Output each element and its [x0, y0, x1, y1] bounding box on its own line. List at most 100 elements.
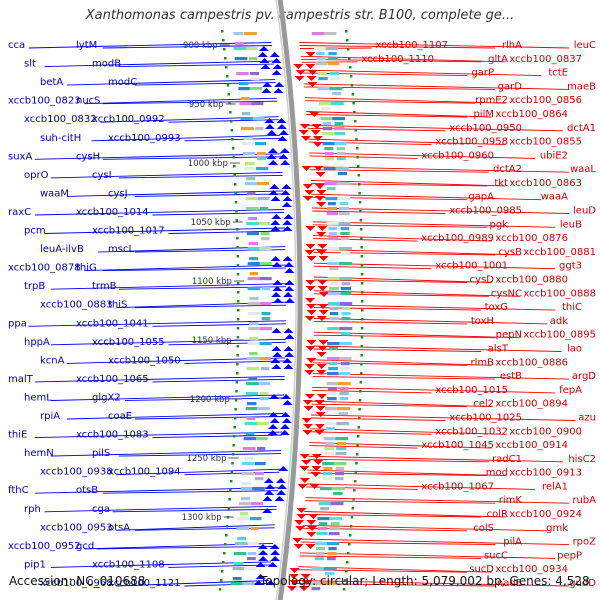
reverse-gene-arrow — [262, 508, 273, 513]
forward-gene-arrow — [307, 526, 318, 531]
forward-gene-arrow — [306, 532, 317, 537]
gene-label: xccb100_0880 — [495, 275, 568, 286]
feature-track-block — [313, 47, 327, 51]
guide-dot — [225, 75, 229, 78]
forward-gene-arrow — [314, 400, 325, 405]
label-leader-line — [312, 207, 570, 214]
guide-dot — [223, 552, 226, 555]
guide-dot — [236, 354, 239, 357]
gene-label: lao — [567, 344, 582, 355]
forward-gene-arrow — [315, 172, 326, 177]
gene-label: xccb100_1108 — [92, 559, 165, 570]
feature-track-block — [249, 352, 258, 356]
feature-track-block — [322, 132, 334, 136]
guide-dot — [360, 336, 364, 339]
gene-label: xccb100_1065 — [76, 374, 149, 385]
label-leader-line — [312, 389, 432, 394]
guide-dot — [360, 327, 364, 330]
reverse-gene-arrow — [270, 550, 281, 555]
gene-label: pilA — [503, 537, 522, 548]
accession-text: Accession: NC_010688 — [9, 574, 146, 588]
feature-track-block — [238, 87, 250, 91]
feature-track-block — [252, 117, 265, 121]
forward-gene-arrow — [304, 190, 315, 195]
feature-track-block — [259, 222, 271, 226]
feature-track-block — [245, 182, 257, 186]
feature-track-block — [318, 77, 328, 81]
guide-dot — [236, 246, 239, 249]
feature-track-block — [341, 317, 351, 321]
label-leader-line — [152, 212, 285, 216]
gene-label: cysH — [76, 151, 100, 162]
guide-dot — [349, 75, 353, 78]
forward-gene-arrow — [317, 244, 328, 249]
feature-track-block — [327, 327, 341, 331]
guide-dot — [234, 183, 237, 186]
gene-label: thiG — [76, 263, 97, 274]
label-leader-line — [302, 524, 548, 532]
label-leader-line — [307, 469, 506, 477]
feature-track-block — [322, 582, 335, 586]
feature-track-block — [340, 362, 350, 366]
gene-label: leuA-ilvB — [40, 244, 84, 255]
forward-gene-arrow — [317, 226, 328, 231]
reverse-gene-arrow — [278, 466, 289, 471]
reverse-gene-arrow — [268, 424, 278, 429]
feature-track-block — [320, 117, 333, 121]
feature-track-block — [324, 182, 338, 186]
feature-track-block — [233, 47, 247, 51]
forward-gene-arrow — [313, 166, 324, 171]
reverse-gene-arrow — [264, 124, 275, 129]
label-leader-line — [168, 230, 286, 234]
feature-track-block — [234, 542, 248, 546]
feature-track-block — [334, 472, 345, 476]
feature-track-block — [247, 552, 257, 556]
feature-track-block — [236, 527, 249, 531]
feature-track-block — [327, 262, 340, 266]
label-leader-line — [116, 468, 280, 476]
feature-track-block — [325, 197, 338, 201]
reverse-gene-arrow — [279, 148, 290, 153]
label-leader-line — [313, 334, 496, 339]
guide-dot — [226, 84, 230, 87]
feature-track-block — [233, 32, 243, 36]
feature-track-block — [327, 397, 337, 401]
label-leader-line — [304, 97, 506, 104]
forward-gene-arrow — [318, 310, 329, 315]
feature-track-block — [328, 232, 338, 236]
forward-gene-arrow — [299, 466, 310, 471]
feature-track-block — [259, 262, 272, 266]
feature-track-block — [338, 212, 350, 216]
feature-track-block — [249, 337, 259, 341]
gene-label: xccb100_0968 — [40, 578, 113, 589]
gene-label: xccb100_0823 — [8, 96, 81, 107]
forward-gene-arrow — [318, 292, 329, 297]
guide-dot — [357, 165, 360, 168]
label-leader-line — [312, 221, 556, 228]
feature-track-block — [321, 107, 331, 111]
gene-label: gudD — [569, 578, 596, 589]
gene-label: xccb100_0993 — [108, 133, 181, 144]
gene-label: estB — [500, 371, 522, 382]
reverse-gene-arrow — [281, 202, 292, 207]
feature-track-block — [243, 437, 256, 441]
label-leader-line — [308, 138, 506, 146]
guide-dot — [235, 381, 239, 384]
feature-track-block — [327, 342, 340, 346]
forward-gene-arrow — [306, 340, 317, 345]
gene-label: xccb100_1045 — [421, 440, 494, 451]
label-leader-line — [313, 279, 468, 283]
label-leader-line — [303, 83, 570, 90]
forward-gene-arrow — [313, 460, 324, 465]
forward-gene-arrow — [315, 424, 325, 429]
reverse-gene-arrow — [284, 262, 294, 267]
guide-dot — [348, 57, 351, 60]
feature-track-block — [243, 152, 256, 156]
feature-track-block — [246, 367, 260, 371]
feature-track-block — [247, 542, 259, 546]
guide-dot — [237, 309, 240, 312]
gene-label: xccb100_0886 — [495, 357, 568, 368]
forward-gene-arrow — [311, 124, 322, 129]
guide-dot — [229, 489, 232, 492]
guide-dot — [349, 525, 353, 528]
